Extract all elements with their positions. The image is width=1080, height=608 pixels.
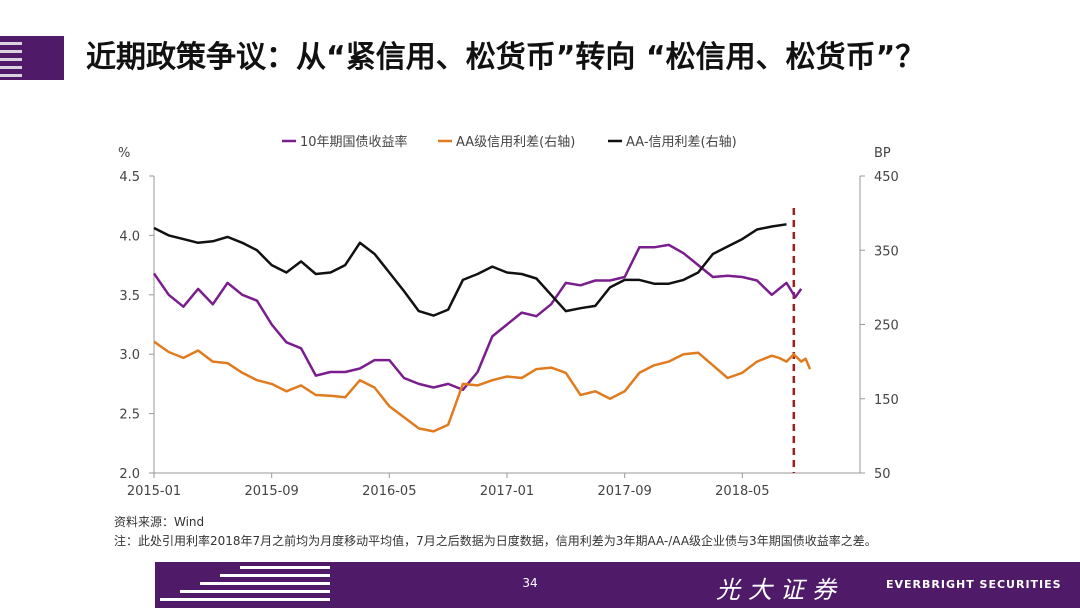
left-tick-label: 3.0 <box>119 348 140 363</box>
source-note: 资料来源：Wind <box>114 515 205 529</box>
left-tick-label: 2.0 <box>119 467 140 482</box>
brand-logo-en: EVERBRIGHT SECURITIES <box>886 578 1062 591</box>
series-line-2 <box>153 340 812 433</box>
legend-label-1: 10年期国债收益率 <box>300 134 408 150</box>
footer-decoration <box>0 562 330 608</box>
page-number: 34 <box>522 576 538 590</box>
title-accent-bar <box>0 36 64 80</box>
x-tick-label: 2015-01 <box>127 484 181 499</box>
left-tick-label: 4.5 <box>119 170 140 185</box>
footer-bar: 34 光大证券 EVERBRIGHT SECURITIES <box>0 562 1080 608</box>
page-title: 近期政策争议：从“紧信用、松货币”转向 “松信用、松货币”？ <box>86 40 926 75</box>
series-line-1 <box>152 243 803 392</box>
line-chart: 4.5 4.0 3.5 3.0 2.5 2.0 450 350 250 150 50 2015-01 2… <box>118 134 899 499</box>
x-tick-label: 2017-01 <box>480 484 534 499</box>
left-tick-label: 2.5 <box>119 408 140 423</box>
left-tick-label: 3.5 <box>119 289 140 304</box>
right-tick-label: 50 <box>874 467 891 482</box>
left-tick-label: 4.0 <box>119 229 140 244</box>
brand-logo-cn: 光大证券 <box>716 576 844 604</box>
right-tick-label: 450 <box>874 170 899 185</box>
legend-label-2: AA级信用利差(右轴) <box>456 135 575 150</box>
footnote: 注：此处引用利率2018年7月之前均为月度移动平均值，7月之后数据为日度数据，信… <box>114 534 877 548</box>
left-axis-unit: % <box>118 146 130 161</box>
right-tick-label: 150 <box>874 393 899 408</box>
x-tick-label: 2016-05 <box>362 484 416 499</box>
right-tick-label: 250 <box>874 319 899 334</box>
series-line-3 <box>153 223 787 317</box>
right-axis-unit: BP <box>874 146 891 161</box>
x-tick-label: 2017-09 <box>598 484 652 499</box>
legend-label-3: AA-信用利差(右轴) <box>626 135 737 150</box>
x-tick-label: 2018-05 <box>715 484 769 499</box>
x-tick-label: 2015-09 <box>245 484 299 499</box>
right-tick-label: 350 <box>874 244 899 259</box>
